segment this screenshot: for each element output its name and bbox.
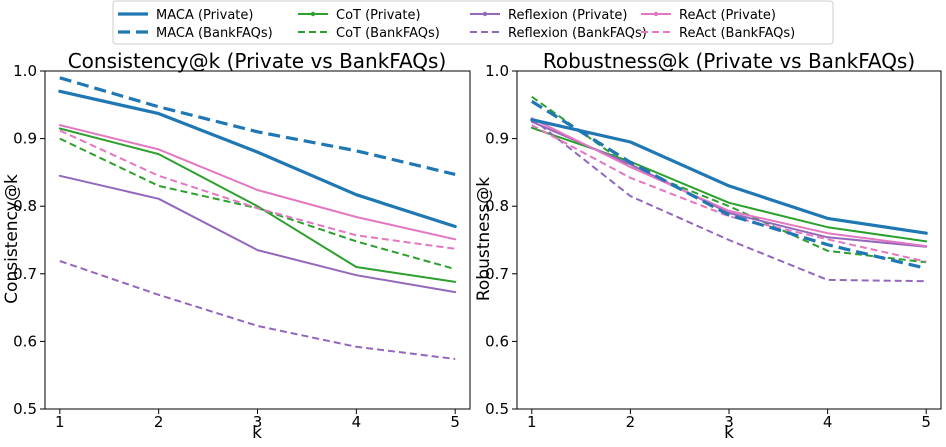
robustness-y-tick-label: 0.8 [485,197,509,215]
consistency-series-maca-private [58,89,457,229]
consistency-x-tick-label: 3 [253,413,263,431]
consistency-x-tick-label: 1 [55,413,65,431]
consistency-x-tick-label: 5 [450,413,460,431]
consistency-x-axis-label: k [252,423,262,443]
robustness-y-axis-label: Robustness@k [474,177,494,301]
legend-label-cot-private: CoT (Private) [336,8,421,23]
consistency-x-tick-label: 2 [154,413,164,431]
consistency-series-react-private [58,124,457,241]
robustness-y-tick-label: 1.0 [485,62,509,80]
robustness-y-tick-label: 0.5 [485,400,509,418]
robustness-x-axis-label: k [724,423,734,443]
consistency-y-axis-label: Consistency@k [2,174,22,304]
consistency-chart: Consistency@k (Private vs BankFAQs) Cons… [2,49,471,443]
robustness-x-tick-label: 2 [626,413,636,431]
consistency-plot-frame [44,70,471,410]
consistency-y-tick-label: 0.7 [13,265,37,283]
consistency-series-maca-bankfaqs [59,76,456,176]
legend-label-cot-bankfaqs: CoT (BankFAQs) [336,26,440,41]
consistency-y-tick-label: 1.0 [13,62,37,80]
consistency-y-tick-label: 0.6 [13,332,37,350]
robustness-series-maca-private [530,118,928,235]
consistency-series-react-bankfaqs [59,129,456,250]
consistency-chart-title: Consistency@k (Private vs BankFAQs) [68,49,447,73]
robustness-chart-title: Robustness@k (Private vs BankFAQs) [543,49,915,73]
robustness-x-tick-label: 4 [823,413,833,431]
robustness-y-tick-label: 0.6 [485,332,509,350]
robustness-series-react-bankfaqs [531,124,927,263]
consistency-y-tick-label: 0.5 [13,400,37,418]
robustness-x-tick-label: 3 [724,413,734,431]
robustness-series-maca-bankfaqs [530,100,927,270]
consistency-series-reflexion-bankfaqs [59,260,456,360]
legend-label-reflexion-bankfaqs: Reflexion (BankFAQs) [508,26,647,41]
robustness-series-reflexion-bankfaqs [531,117,927,283]
robustness-chart: Robustness@k (Private vs BankFAQs) Robus… [474,49,942,443]
consistency-series-reflexion-private [58,174,457,294]
robustness-y-tick-label: 0.7 [485,265,509,283]
robustness-x-tick-label: 1 [527,413,537,431]
legend-label-reflexion-private: Reflexion (Private) [508,8,628,23]
consistency-y-tick-label: 0.9 [13,130,37,148]
legend-marker-cot-private [310,11,316,17]
legend-label-react-bankfaqs: ReAct (BankFAQs) [679,26,795,41]
robustness-y-tick-label: 0.9 [485,130,509,148]
consistency-x-tick-label: 4 [352,413,362,431]
legend-label-maca-private: MACA (Private) [156,8,253,23]
consistency-y-tick-label: 0.8 [13,197,37,215]
legend-label-react-private: ReAct (Private) [679,8,776,23]
legend-marker-react-private [653,11,659,17]
legend-label-maca-bankfaqs: MACA (BankFAQs) [156,26,273,41]
legend-marker-reflexion-private [482,11,488,17]
robustness-series-react-private [530,117,928,248]
robustness-x-tick-label: 5 [921,413,931,431]
consistency-series-cot-private [58,127,457,283]
legend-frame [112,0,834,45]
legend: MACA (Private) CoT (Private) Reflexion (Pr… [112,0,834,45]
